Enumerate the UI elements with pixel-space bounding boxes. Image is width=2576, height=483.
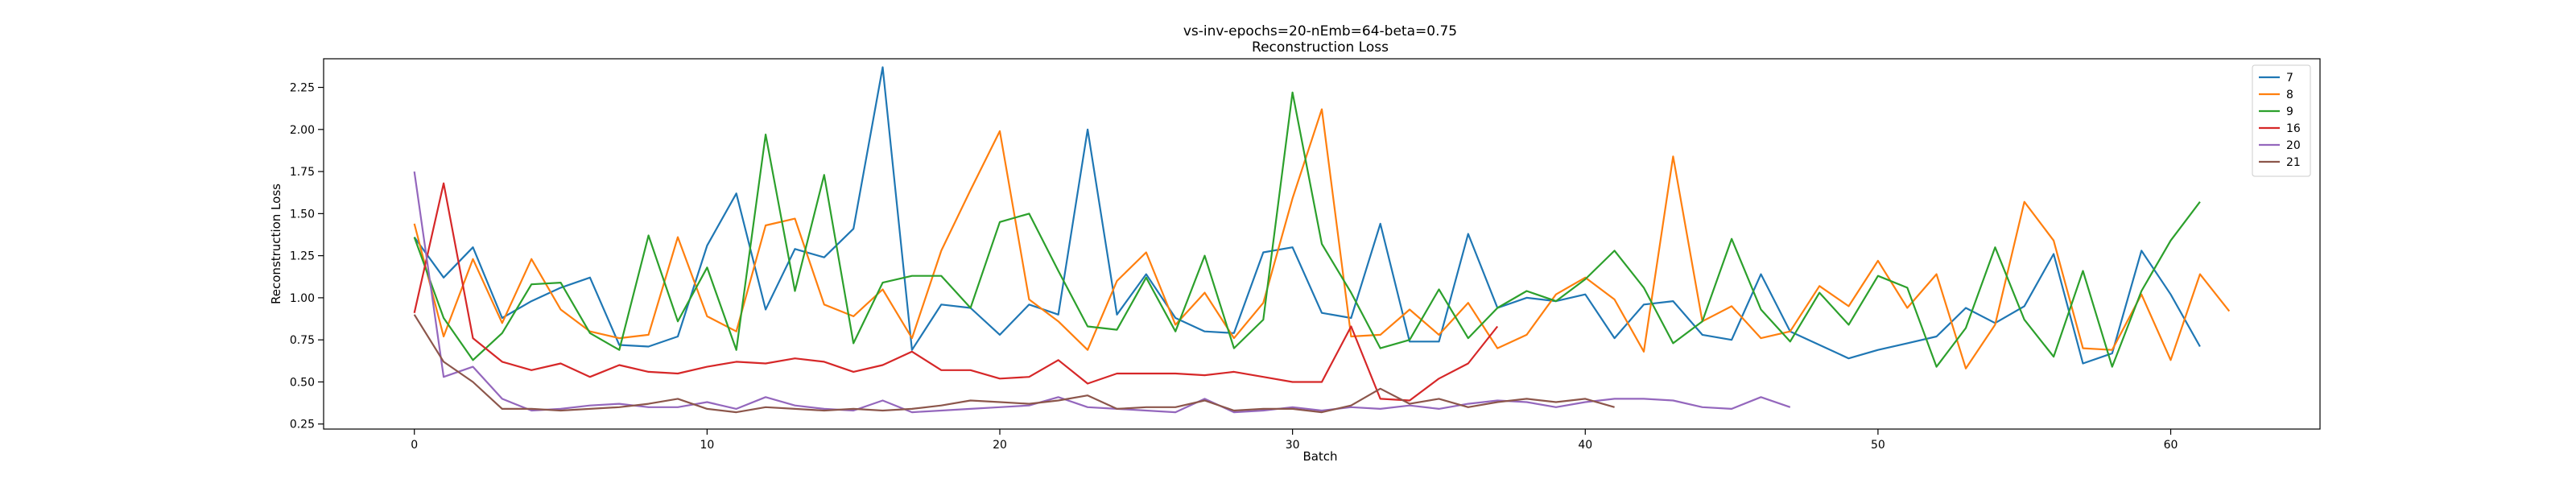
x-tick-label: 10 bbox=[700, 439, 714, 452]
plot-frame bbox=[323, 58, 2321, 430]
y-tick-label: 0.75 bbox=[290, 334, 315, 347]
legend-box bbox=[2252, 64, 2311, 177]
legend-label-16: 16 bbox=[2286, 122, 2301, 135]
y-tick-label: 0.25 bbox=[290, 419, 315, 431]
x-axis-label: Batch bbox=[1302, 449, 1337, 464]
series-line-20 bbox=[413, 171, 1791, 414]
legend-label-20: 20 bbox=[2286, 139, 2301, 152]
legend-label-9: 9 bbox=[2286, 105, 2293, 118]
y-tick-label: 1.25 bbox=[290, 250, 315, 263]
x-tick-label: 30 bbox=[1286, 439, 1300, 452]
series-line-16 bbox=[413, 182, 1499, 402]
series-line-8 bbox=[413, 108, 2231, 369]
series-line-7 bbox=[413, 66, 2201, 365]
x-tick-label: 40 bbox=[1578, 439, 1592, 452]
series-line-21 bbox=[413, 314, 1615, 414]
legend-label-7: 7 bbox=[2286, 72, 2293, 85]
chart-subtitle: Reconstruction Loss bbox=[1252, 39, 1389, 56]
plot-area bbox=[323, 58, 2321, 430]
y-tick-label: 1.50 bbox=[290, 208, 315, 221]
x-tick-label: 60 bbox=[2164, 439, 2178, 452]
chart-title: vs-inv-epochs=20-nEmb=64-beta=0.75 bbox=[1183, 23, 1457, 39]
legend-label-8: 8 bbox=[2286, 89, 2293, 101]
y-tick-label: 0.50 bbox=[290, 376, 315, 389]
y-tick-label: 1.00 bbox=[290, 292, 315, 305]
y-axis-label: Reconstruction Loss bbox=[269, 184, 283, 304]
axis-ticks: 0 10 20 30 40 50 60 0.25 0.50 0.75 1.00 1.25 1.50 1.7… bbox=[290, 82, 2178, 452]
legend-label-21: 21 bbox=[2286, 156, 2301, 169]
series-line-9 bbox=[413, 91, 2201, 368]
x-tick-label: 50 bbox=[1871, 439, 1885, 452]
x-tick-label: 0 bbox=[411, 439, 418, 452]
y-tick-label: 2.00 bbox=[290, 124, 315, 137]
x-tick-label: 20 bbox=[993, 439, 1007, 452]
legend: 7 8 9 16 20 21 bbox=[2252, 64, 2311, 177]
y-tick-label: 1.75 bbox=[290, 166, 315, 179]
y-tick-label: 2.25 bbox=[290, 82, 315, 95]
